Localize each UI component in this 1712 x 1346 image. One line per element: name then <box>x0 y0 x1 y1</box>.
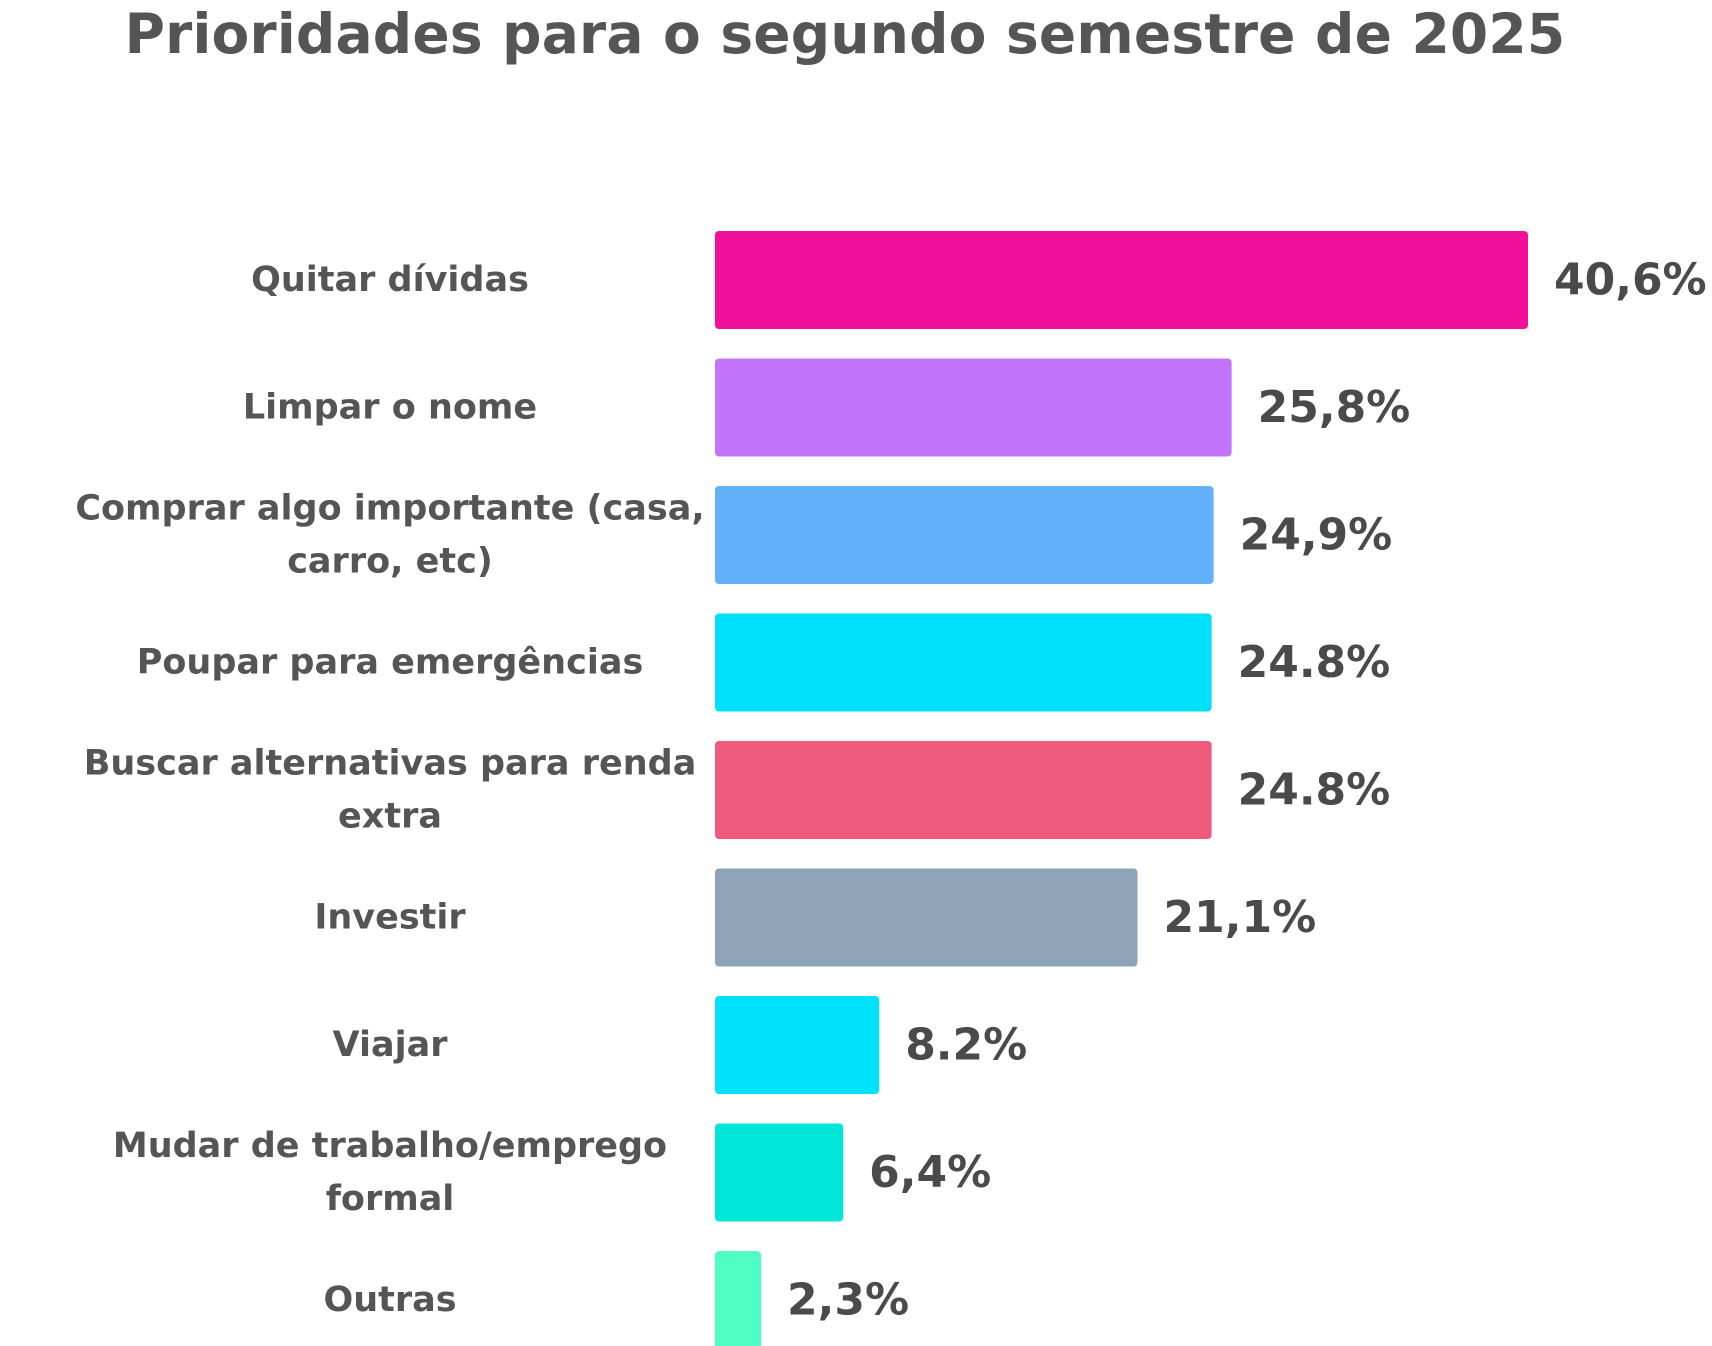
category-label-line: Mudar de trabalho/emprego <box>113 1126 667 1166</box>
category-label-line: extra <box>338 797 442 837</box>
category-label-line: carro, etc) <box>287 542 493 582</box>
bar <box>715 231 1528 329</box>
category-label-line: Comprar algo importante (casa, <box>75 489 704 529</box>
category-label: Limpar o nome <box>243 388 537 428</box>
data-label: 2,3% <box>787 1275 909 1326</box>
data-label: 24.8% <box>1238 637 1391 688</box>
data-label: 24.8% <box>1238 765 1391 816</box>
bar <box>715 868 1138 967</box>
data-label: 8.2% <box>905 1020 1027 1071</box>
category-label: Comprar algo importante (casa, carro, etc… <box>75 489 704 582</box>
data-label: 40,6% <box>1554 255 1707 306</box>
category-label: Quitar dívidas <box>251 260 529 300</box>
bar <box>715 358 1232 457</box>
data-label: 21,1% <box>1164 892 1317 943</box>
bar <box>715 1123 844 1222</box>
category-label-line: Poupar para emergências <box>137 643 644 683</box>
bar <box>715 996 880 1094</box>
category-label: Mudar de trabalho/emprego formal <box>113 1126 667 1219</box>
bar <box>715 486 1214 584</box>
bar <box>715 741 1212 839</box>
category-label-line: Investir <box>314 898 466 938</box>
bar <box>715 613 1212 712</box>
data-label: 24,9% <box>1240 510 1393 561</box>
data-label: 6,4% <box>869 1147 991 1198</box>
category-label-line: Limpar o nome <box>243 388 537 428</box>
bar <box>715 1251 762 1346</box>
category-label-line: formal <box>326 1179 455 1219</box>
category-label: Viajar <box>333 1025 449 1065</box>
category-label: Outras <box>323 1280 456 1320</box>
category-label: Buscar alternativas para renda extra <box>84 744 697 837</box>
category-label-line: Viajar <box>333 1025 449 1065</box>
data-label: 25,8% <box>1258 382 1411 433</box>
category-label: Poupar para emergências <box>137 643 644 683</box>
chart-title: Prioridades para o segundo semestre de 2… <box>124 2 1566 66</box>
category-label-line: Outras <box>323 1280 456 1320</box>
category-label-line: Buscar alternativas para renda <box>84 744 697 784</box>
category-label-line: Quitar dívidas <box>251 260 529 300</box>
category-label: Investir <box>314 898 466 938</box>
